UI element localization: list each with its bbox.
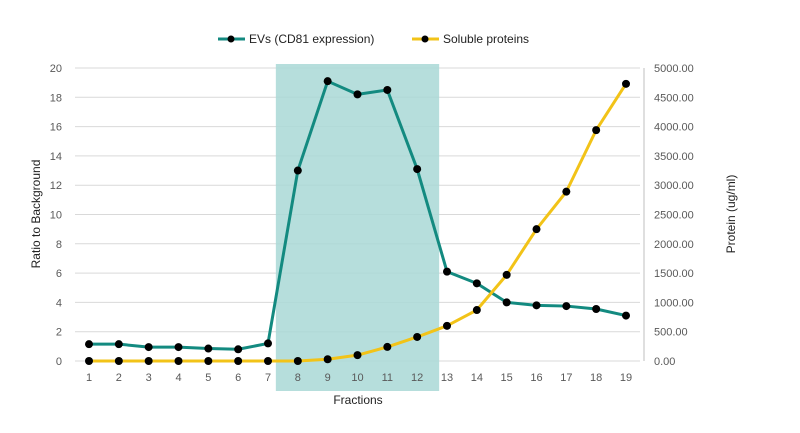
- x-tick-label: 3: [146, 372, 152, 384]
- x-tick-label: 2: [116, 372, 122, 384]
- data-point-0: [144, 343, 153, 352]
- y-tick-label: 2: [56, 327, 62, 339]
- data-point-0: [234, 345, 243, 354]
- x-tick-label: 5: [205, 372, 211, 384]
- y2-tick-label: 3500.00: [654, 151, 694, 163]
- x-tick-label: 16: [530, 372, 542, 384]
- data-point-0: [383, 85, 392, 94]
- x-tick-label: 7: [265, 372, 271, 384]
- data-point-0: [174, 343, 183, 352]
- data-point-0: [413, 165, 422, 174]
- y2-tick-label: 2500.00: [654, 210, 694, 222]
- x-tick-label: 10: [351, 372, 363, 384]
- legend-evs-marker: [227, 35, 235, 43]
- y-tick-label: 18: [50, 92, 62, 104]
- data-point-0: [622, 311, 630, 320]
- legend-proteins-marker: [421, 35, 429, 43]
- data-point-1: [353, 351, 362, 360]
- y-tick-label: 0: [56, 356, 62, 368]
- legend-proteins-label: Soluble proteins: [443, 32, 529, 46]
- data-point-0: [204, 344, 213, 353]
- x-tick-label: 18: [590, 372, 602, 384]
- data-point-1: [174, 357, 183, 365]
- data-point-1: [622, 79, 630, 88]
- x-tick-label: 6: [235, 372, 241, 384]
- y2-tick-label: 1000.00: [654, 297, 694, 309]
- y2-tick-label: 3000.00: [654, 180, 694, 192]
- legend: EVs (CD81 expression) Soluble proteins: [218, 32, 529, 46]
- y-tick-label: 10: [50, 210, 62, 222]
- data-point-1: [443, 321, 451, 330]
- y-tick-label: 8: [56, 239, 62, 251]
- y-tick-label: 6: [56, 268, 62, 280]
- data-point-0: [532, 301, 541, 310]
- data-point-0: [293, 166, 302, 175]
- data-point-0: [353, 90, 362, 99]
- data-point-0: [443, 267, 451, 276]
- x-tick-label: 15: [501, 372, 513, 384]
- y2-tick-label: 500.00: [654, 327, 688, 339]
- data-point-0: [114, 340, 123, 349]
- x-tick-label: 1: [86, 372, 92, 384]
- data-point-1: [114, 357, 123, 365]
- x-tick-label: 17: [560, 372, 572, 384]
- data-point-1: [413, 332, 422, 341]
- y2-tick-label: 0.00: [654, 356, 675, 368]
- data-point-0: [472, 279, 481, 288]
- data-point-0: [85, 340, 93, 349]
- x-tick-label: 4: [175, 372, 181, 384]
- data-point-1: [204, 357, 213, 365]
- data-point-1: [144, 357, 153, 365]
- y-tick-label: 4: [56, 297, 62, 309]
- y-tick-label: 20: [50, 63, 62, 75]
- data-point-0: [264, 339, 272, 348]
- y2-tick-label: 4500.00: [654, 92, 694, 104]
- data-point-1: [502, 270, 511, 279]
- data-point-1: [293, 357, 302, 365]
- y2-tick-label: 2000.00: [654, 239, 694, 251]
- data-point-1: [592, 126, 601, 135]
- data-point-1: [234, 357, 243, 365]
- legend-evs-label: EVs (CD81 expression): [249, 32, 374, 46]
- y-tick-label: 12: [50, 180, 62, 192]
- x-tick-label: 12: [411, 372, 423, 384]
- data-point-0: [562, 302, 571, 311]
- data-point-1: [472, 306, 481, 315]
- y2-tick-label: 1500.00: [654, 268, 694, 280]
- y2-tick-label: 4000.00: [654, 122, 694, 134]
- x-tick-label: 8: [295, 372, 301, 384]
- x-tick-label: 9: [325, 372, 331, 384]
- y2-tick-label: 5000.00: [654, 63, 694, 75]
- x-tick-label: 14: [471, 372, 483, 384]
- highlight-region: [275, 64, 440, 391]
- x-axis-label: Fractions: [333, 393, 382, 407]
- data-point-0: [323, 77, 332, 86]
- data-point-0: [502, 298, 511, 307]
- y-tick-label: 14: [50, 151, 62, 163]
- y-tick-label: 16: [50, 122, 62, 134]
- data-point-1: [562, 187, 571, 196]
- data-point-1: [85, 357, 93, 365]
- x-tick-label: 19: [620, 372, 632, 384]
- y2-axis-label: Protein (ug/ml): [724, 175, 738, 254]
- y-axis-label: Ratio to Background: [29, 160, 43, 269]
- x-tick-label: 13: [441, 372, 453, 384]
- data-point-0: [592, 304, 601, 313]
- data-point-1: [323, 355, 332, 364]
- x-tick-label: 11: [382, 372, 393, 384]
- data-point-1: [532, 225, 541, 234]
- data-point-1: [264, 357, 272, 365]
- data-point-1: [383, 342, 392, 351]
